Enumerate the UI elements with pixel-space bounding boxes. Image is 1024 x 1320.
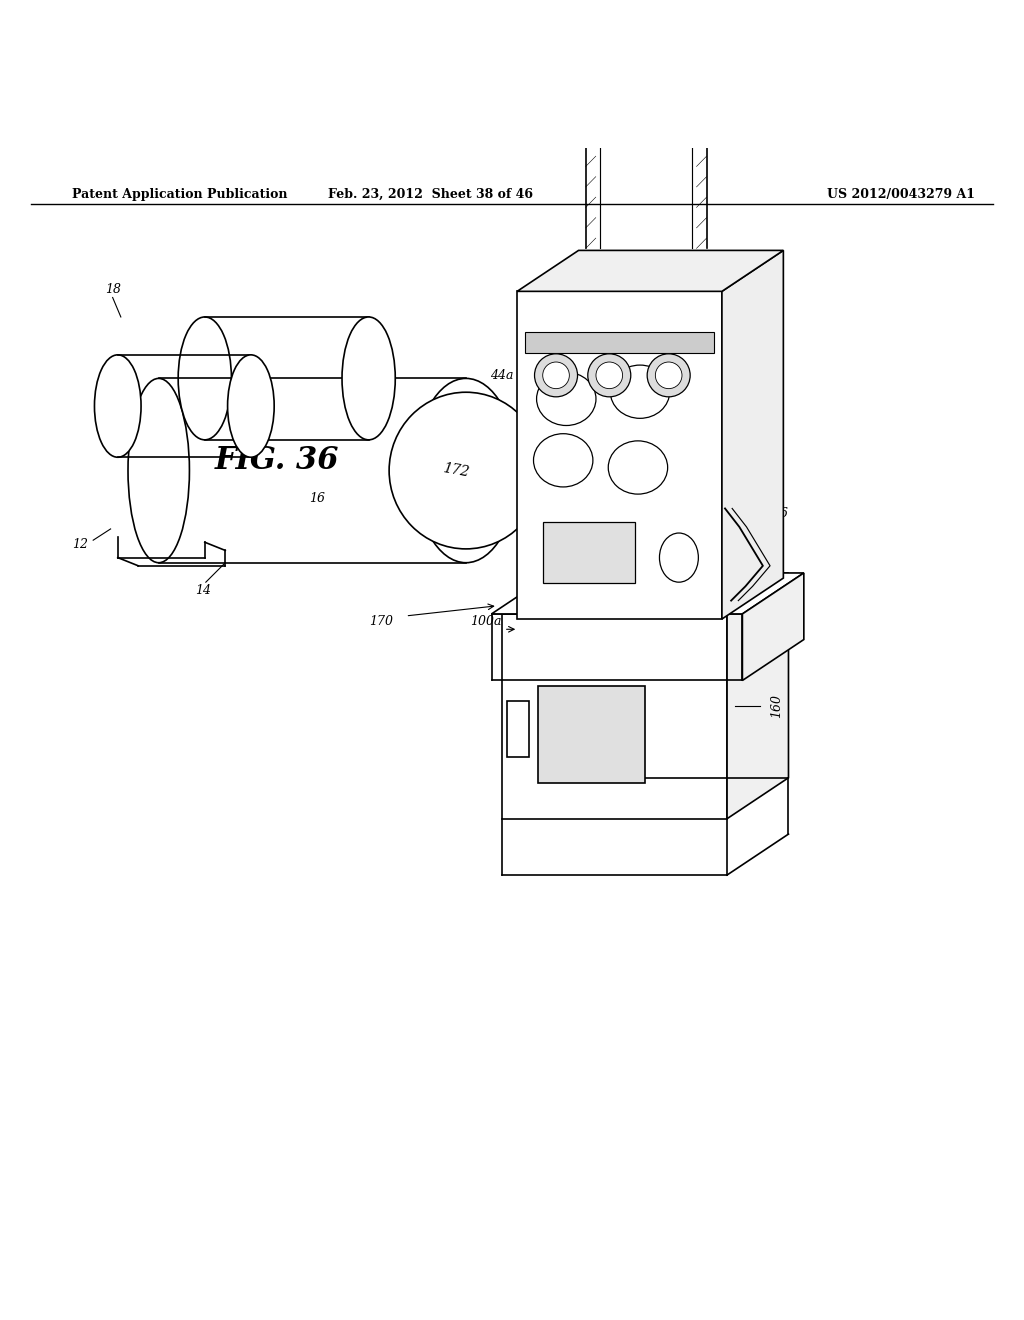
Bar <box>517 292 722 619</box>
Ellipse shape <box>534 434 593 487</box>
Text: 100a: 100a <box>470 615 501 627</box>
Text: 174: 174 <box>768 594 793 607</box>
Ellipse shape <box>608 441 668 494</box>
Ellipse shape <box>543 362 569 388</box>
Polygon shape <box>722 251 783 619</box>
Text: 172: 172 <box>441 462 470 479</box>
Text: FIG. 36: FIG. 36 <box>214 445 339 475</box>
Ellipse shape <box>610 366 670 418</box>
Bar <box>502 614 727 818</box>
Polygon shape <box>742 573 804 681</box>
Bar <box>538 685 645 783</box>
Text: 116: 116 <box>764 507 788 520</box>
Text: 44a: 44a <box>490 368 513 381</box>
Text: 172: 172 <box>437 459 464 478</box>
Ellipse shape <box>94 355 141 457</box>
Ellipse shape <box>655 362 682 388</box>
Text: 12: 12 <box>72 537 88 550</box>
Ellipse shape <box>596 362 623 388</box>
Ellipse shape <box>659 533 698 582</box>
Ellipse shape <box>227 355 274 457</box>
Bar <box>543 521 635 583</box>
Text: 170: 170 <box>369 615 393 627</box>
Bar <box>525 333 714 352</box>
Ellipse shape <box>342 317 395 440</box>
Text: 160: 160 <box>770 694 782 718</box>
Text: 14: 14 <box>195 583 211 597</box>
Polygon shape <box>492 573 804 614</box>
Text: 44b: 44b <box>564 389 589 403</box>
Ellipse shape <box>415 379 517 562</box>
Ellipse shape <box>178 317 231 440</box>
Text: Feb. 23, 2012  Sheet 38 of 46: Feb. 23, 2012 Sheet 38 of 46 <box>328 187 532 201</box>
Polygon shape <box>502 573 788 614</box>
Ellipse shape <box>128 379 189 562</box>
Polygon shape <box>517 251 783 292</box>
Ellipse shape <box>535 354 578 397</box>
Ellipse shape <box>537 372 596 425</box>
Polygon shape <box>727 573 788 818</box>
Ellipse shape <box>647 354 690 397</box>
Text: 18: 18 <box>104 282 121 296</box>
Text: Patent Application Publication: Patent Application Publication <box>72 187 287 201</box>
Text: 16: 16 <box>309 492 326 504</box>
Bar <box>507 701 529 758</box>
Text: US 2012/0043279 A1: US 2012/0043279 A1 <box>827 187 975 201</box>
Ellipse shape <box>588 354 631 397</box>
Ellipse shape <box>389 392 543 549</box>
